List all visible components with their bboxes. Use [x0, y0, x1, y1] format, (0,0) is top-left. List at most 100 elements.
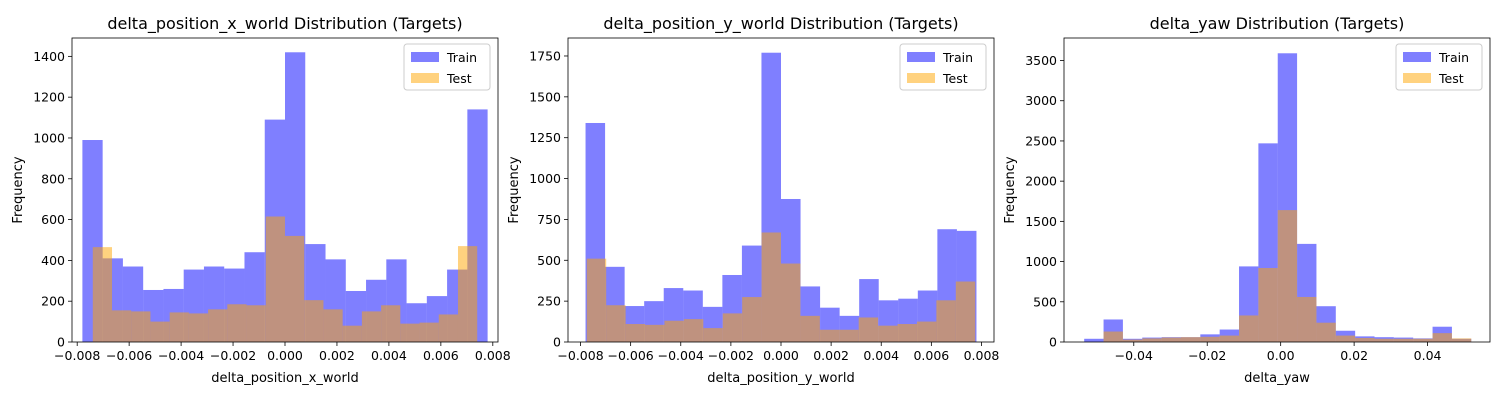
- bar-test-y: [936, 300, 956, 342]
- bar-test-yaw: [1142, 338, 1162, 342]
- bar-test-x: [265, 216, 285, 342]
- y-tick-label-x: 600: [41, 212, 65, 227]
- x-tick-label-y: −0.002: [708, 348, 754, 363]
- y-tick-label-y: 1750: [529, 48, 561, 63]
- bar-test-x: [381, 305, 401, 342]
- x-axis-label-x: delta_position_x_world: [211, 371, 358, 386]
- bar-test-yaw: [1335, 335, 1356, 342]
- y-tick-label-y: 0: [553, 335, 561, 350]
- legend-yaw: Train Test: [1395, 43, 1483, 91]
- x-tick-label-yaw: 0.02: [1340, 348, 1368, 363]
- x-tick-label-x: −0.006: [106, 348, 152, 363]
- x-tick-label-x: 0.002: [319, 348, 355, 363]
- bar-test-yaw: [1103, 331, 1123, 342]
- series-test-y: [586, 232, 976, 342]
- bar-test-y: [819, 329, 840, 342]
- axes-frame-yaw: [1063, 37, 1491, 343]
- bar-test-y: [664, 320, 684, 342]
- y-tick-label-y: 1250: [529, 130, 561, 145]
- legend-swatch-test-yaw: [1403, 73, 1431, 83]
- chart-y: −0.008 −0.006 −0.004 −0.002 0.000 0.002 0.004 0…: [507, 14, 999, 386]
- bar-test-x: [285, 235, 305, 342]
- bar-test-yaw: [1413, 338, 1433, 342]
- y-tick-label-yaw: 3000: [1025, 93, 1057, 108]
- y-tick-label-x: 0: [57, 335, 65, 350]
- y-tick-label-yaw: 2000: [1025, 174, 1057, 189]
- bar-test-x: [227, 304, 247, 342]
- x-tick-label-yaw: −0.02: [1188, 348, 1226, 363]
- bar-test-y: [722, 313, 743, 342]
- x-tick-label-yaw: 0.00: [1267, 348, 1295, 363]
- bar-test-x: [419, 322, 439, 342]
- bar-test-yaw: [1393, 338, 1414, 342]
- bar-test-y: [897, 324, 917, 342]
- series-test-yaw: [1103, 210, 1472, 342]
- bar-test-y: [916, 321, 937, 342]
- y-axis-label-x: Frequency: [11, 156, 26, 223]
- legend-label-train-yaw: Train: [1438, 50, 1469, 65]
- y-tick-label-y: 500: [537, 253, 561, 268]
- legend-swatch-train-y: [907, 52, 935, 62]
- bar-test-yaw: [1277, 210, 1298, 342]
- legend-label-test-x: Test: [446, 71, 472, 86]
- legend-x: Train Test: [403, 43, 491, 91]
- y-tick-label-y: 250: [537, 294, 561, 309]
- x-tick-label-y: 0.000: [763, 348, 799, 363]
- y-tick-label-y: 750: [537, 212, 561, 227]
- x-tick-label-y: 0.008: [964, 348, 1000, 363]
- x-tick-label-y: −0.008: [557, 348, 603, 363]
- x-tick-label-yaw: 0.04: [1414, 348, 1442, 363]
- bar-test-y: [878, 325, 898, 342]
- y-tick-label-x: 1000: [33, 130, 65, 145]
- bar-test-x: [188, 313, 209, 342]
- y-tick-label-yaw: 1500: [1025, 214, 1057, 229]
- x-tick-label-x: −0.004: [158, 348, 204, 363]
- x-tick-label-x: −0.008: [54, 348, 100, 363]
- y-tick-label-x: 400: [41, 253, 65, 268]
- bar-test-x: [169, 312, 189, 342]
- bar-test-yaw: [1122, 339, 1143, 342]
- x-tick-label-y: −0.006: [608, 348, 654, 363]
- bar-test-x: [131, 311, 151, 342]
- y-tick-label-x: 200: [41, 294, 65, 309]
- bar-test-y: [839, 329, 859, 342]
- chart-yaw: −0.04 −0.02 0.00 0.02 0.04 0 500 1000 1500 2000 25…: [1003, 14, 1491, 386]
- chart-title-y: delta_position_y_world Distribution (Tar…: [603, 14, 958, 34]
- bar-test-yaw: [1355, 337, 1375, 342]
- x-axis-label-y: delta_position_y_world: [707, 371, 854, 386]
- y-tick-label-x: 800: [41, 171, 65, 186]
- legend-swatch-train-x: [411, 52, 439, 62]
- bar-test-x: [112, 310, 132, 342]
- legend-label-test-yaw: Test: [1438, 71, 1464, 86]
- bar-test-y: [761, 232, 781, 342]
- x-tick-label-yaw: −0.04: [1115, 348, 1153, 363]
- bar-test-yaw: [1316, 322, 1336, 342]
- x-tick-label-y: 0.004: [863, 348, 899, 363]
- bar-test-x: [342, 325, 362, 342]
- bar-test-y: [606, 305, 626, 342]
- x-axis-label-yaw: delta_yaw: [1244, 371, 1310, 386]
- bar-test-y: [625, 324, 646, 342]
- bar-test-yaw: [1200, 336, 1220, 342]
- bar-test-x: [150, 321, 170, 342]
- bar-test-x: [304, 300, 324, 342]
- y-tick-label-yaw: 0: [1049, 335, 1057, 350]
- bar-test-yaw: [1374, 338, 1394, 342]
- y-tick-label-y: 1000: [529, 171, 561, 186]
- x-tick-label-y: −0.004: [658, 348, 704, 363]
- bar-test-yaw: [1219, 335, 1240, 342]
- bar-test-y: [645, 324, 665, 342]
- x-tick-label-y: 0.002: [813, 348, 849, 363]
- y-tick-label-yaw: 500: [1033, 294, 1057, 309]
- bar-test-x: [246, 305, 266, 342]
- x-tick-label-x: 0.008: [475, 348, 511, 363]
- bar-test-yaw: [1258, 268, 1278, 342]
- bar-test-y: [683, 319, 704, 342]
- y-tick-label-yaw: 2500: [1025, 133, 1057, 148]
- bar-test-yaw: [1239, 315, 1259, 342]
- y-tick-label-x: 1200: [33, 90, 65, 105]
- bar-test-yaw: [1297, 296, 1317, 342]
- y-axis-label-y: Frequency: [507, 156, 522, 223]
- bar-test-y: [586, 258, 607, 342]
